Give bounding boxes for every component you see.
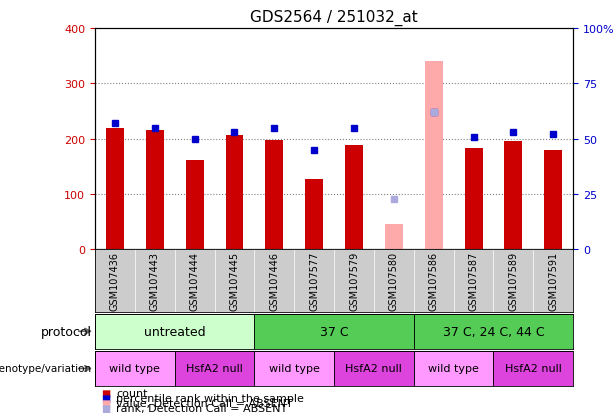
Text: GSM107587: GSM107587: [468, 251, 479, 311]
Text: genotype/variation: genotype/variation: [0, 363, 92, 374]
Text: ■: ■: [101, 393, 110, 403]
Text: count: count: [116, 388, 148, 398]
Bar: [265, 141, 283, 250]
Text: HsfA2 null: HsfA2 null: [505, 363, 562, 374]
Bar: [254, 351, 334, 386]
Text: GSM107444: GSM107444: [189, 252, 200, 310]
Bar: [226, 135, 243, 250]
Bar: [414, 314, 573, 349]
Bar: [493, 351, 573, 386]
Text: ■: ■: [101, 398, 110, 408]
Text: GSM107586: GSM107586: [428, 252, 439, 310]
Text: HsfA2 null: HsfA2 null: [346, 363, 402, 374]
Bar: [95, 351, 175, 386]
Bar: [425, 62, 443, 250]
Text: percentile rank within the sample: percentile rank within the sample: [116, 393, 304, 403]
Text: wild type: wild type: [269, 363, 319, 374]
Text: GSM107446: GSM107446: [269, 252, 280, 310]
Text: ■: ■: [101, 388, 110, 398]
Text: GSM107443: GSM107443: [150, 252, 160, 310]
Text: wild type: wild type: [110, 363, 160, 374]
Text: GSM107445: GSM107445: [229, 252, 240, 310]
Text: 37 C: 37 C: [320, 325, 348, 338]
Bar: [414, 351, 493, 386]
Title: GDS2564 / 251032_at: GDS2564 / 251032_at: [250, 10, 418, 26]
Text: GSM107436: GSM107436: [110, 252, 120, 310]
Text: GSM107577: GSM107577: [309, 251, 319, 311]
Text: ■: ■: [101, 404, 110, 413]
Text: HsfA2 null: HsfA2 null: [186, 363, 243, 374]
Text: GSM107589: GSM107589: [508, 252, 519, 310]
Bar: [385, 224, 403, 250]
Bar: [254, 314, 414, 349]
Text: value, Detection Call = ABSENT: value, Detection Call = ABSENT: [116, 398, 293, 408]
Text: wild type: wild type: [428, 363, 479, 374]
Text: protocol: protocol: [41, 325, 92, 338]
Bar: [544, 150, 562, 250]
Text: untreated: untreated: [144, 325, 205, 338]
Bar: [106, 128, 124, 250]
Bar: [345, 146, 363, 250]
Bar: [175, 351, 254, 386]
Bar: [305, 180, 323, 250]
Bar: [186, 160, 204, 250]
Text: GSM107579: GSM107579: [349, 251, 359, 311]
Text: GSM107580: GSM107580: [389, 252, 399, 310]
Bar: [334, 351, 414, 386]
Bar: [504, 142, 522, 250]
Bar: [146, 131, 164, 250]
Text: rank, Detection Call = ABSENT: rank, Detection Call = ABSENT: [116, 404, 287, 413]
Bar: [465, 149, 482, 250]
Bar: [95, 314, 254, 349]
Text: 37 C, 24 C, 44 C: 37 C, 24 C, 44 C: [443, 325, 544, 338]
Text: GSM107591: GSM107591: [548, 252, 558, 310]
